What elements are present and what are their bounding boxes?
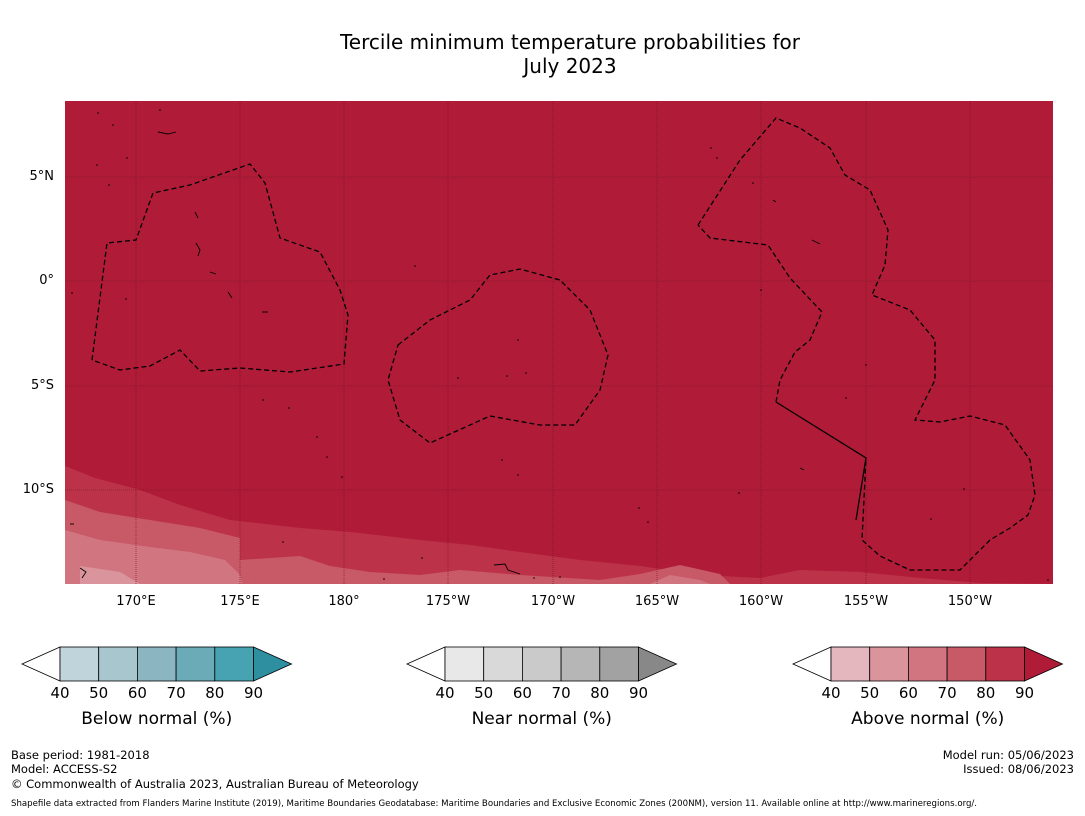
above-normal-colorbar-segment bbox=[985, 646, 1025, 682]
copyright: © Commonwealth of Australia 2023, Austra… bbox=[11, 777, 419, 791]
below-normal-colorbar-segment bbox=[59, 646, 100, 682]
near-normal-colorbar-max-arrow bbox=[638, 646, 678, 682]
above-normal-tick-label: 70 bbox=[937, 684, 957, 702]
eez-solid-boundary bbox=[775, 401, 867, 521]
near-normal-tick-label: 50 bbox=[474, 684, 494, 702]
near-normal-colorbar-segment bbox=[560, 646, 601, 682]
lon-label-175e: 175°E bbox=[220, 594, 260, 609]
near-normal-tick-label: 90 bbox=[628, 684, 649, 702]
eez-boundaries bbox=[91, 117, 1036, 571]
lon-label-150w: 150°W bbox=[947, 594, 993, 609]
lat-label-0: 0° bbox=[39, 273, 54, 288]
below-normal-colorbar-max-arrow bbox=[253, 646, 293, 682]
lon-label-175w: 175°W bbox=[425, 594, 471, 609]
base-period: Base period: 1981-2018 bbox=[11, 748, 150, 762]
above-normal-colorbar-max-arrow bbox=[1024, 646, 1064, 682]
below-normal-colorbar-title: Below normal (%) bbox=[81, 709, 233, 729]
above-normal-colorbar-min-arrow bbox=[792, 646, 832, 682]
title-line-1: Tercile minimum temperature probabilitie… bbox=[339, 30, 801, 54]
atolls bbox=[71, 109, 1049, 581]
near-normal-colorbar-title: Near normal (%) bbox=[471, 709, 612, 729]
below-normal-tick-label: 80 bbox=[205, 684, 225, 702]
map-background bbox=[65, 101, 1053, 584]
above-normal-colorbar-segment bbox=[908, 646, 948, 682]
footer-left: Base period: 1981-2018 Model: ACCESS-S2 … bbox=[11, 748, 419, 791]
lon-label-155w: 155°W bbox=[843, 594, 889, 609]
near-normal-tick-label: 40 bbox=[435, 684, 455, 702]
eez-kiribati-gilberts bbox=[91, 163, 349, 373]
lat-label-5s: 5°S bbox=[30, 378, 54, 393]
footer-right: Model run: 05/06/2023 Issued: 08/06/2023 bbox=[943, 748, 1074, 776]
prob-band-60 bbox=[65, 530, 710, 584]
graticule bbox=[65, 101, 1053, 584]
near-normal-colorbar-segment bbox=[483, 646, 523, 682]
below-normal-colorbar-segment bbox=[136, 646, 177, 682]
probability-map bbox=[65, 101, 1053, 584]
lon-label-160w: 160°W bbox=[738, 594, 784, 609]
below-normal-colorbar-segment bbox=[214, 646, 254, 682]
above-normal-colorbar-segment bbox=[869, 646, 909, 682]
below-normal-tick-label: 60 bbox=[127, 684, 147, 702]
near-normal-tick-label: 60 bbox=[512, 684, 532, 702]
near-normal-tick-label: 70 bbox=[551, 684, 571, 702]
above-normal-colorbar-segment bbox=[830, 646, 871, 682]
map-title: Tercile minimum temperature probabilitie… bbox=[0, 30, 1085, 78]
below-normal-colorbar-min-arrow bbox=[21, 646, 61, 682]
prob-band-80 bbox=[65, 466, 1053, 584]
near-normal-colorbar-min-arrow bbox=[406, 646, 446, 682]
lat-label-5n: 5°N bbox=[29, 169, 55, 184]
lat-label-10s: 10°S bbox=[22, 482, 54, 497]
prob-band-50 bbox=[80, 566, 140, 584]
eez-kiribati-line-west bbox=[697, 224, 823, 403]
model-name: Model: ACCESS-S2 bbox=[11, 762, 118, 776]
below-normal-tick-label: 50 bbox=[89, 684, 109, 702]
near-normal-colorbar-segment bbox=[599, 646, 639, 682]
below-normal-colorbar-segment bbox=[98, 646, 138, 682]
islands bbox=[70, 131, 821, 579]
above-normal-tick-label: 80 bbox=[976, 684, 996, 702]
lon-label-170w: 170°W bbox=[530, 594, 576, 609]
model-run: Model run: 05/06/2023 bbox=[942, 748, 1074, 762]
eez-kiribati-line bbox=[697, 117, 1036, 571]
below-normal-colorbar-segment bbox=[175, 646, 216, 682]
below-normal-tick-label: 40 bbox=[50, 684, 70, 702]
near-normal-colorbar-segment bbox=[444, 646, 485, 682]
lon-label-170e: 170°E bbox=[116, 594, 156, 609]
lon-label-165w: 165°W bbox=[634, 594, 680, 609]
near-normal-colorbar bbox=[406, 646, 678, 682]
eez-tokelau bbox=[387, 268, 609, 444]
below-normal-tick-label: 90 bbox=[243, 684, 264, 702]
above-normal-tick-label: 50 bbox=[860, 684, 880, 702]
above-normal-colorbar-title: Above normal (%) bbox=[851, 709, 1005, 729]
shapefile-credit: Shapefile data extracted from Flanders M… bbox=[11, 799, 978, 809]
near-normal-colorbar-segment bbox=[522, 646, 562, 682]
above-normal-tick-label: 40 bbox=[821, 684, 841, 702]
lon-label-180: 180° bbox=[328, 594, 360, 609]
below-normal-colorbar bbox=[21, 646, 293, 682]
colorbars bbox=[21, 646, 1064, 682]
above-normal-colorbar bbox=[792, 646, 1064, 682]
below-normal-tick-label: 70 bbox=[166, 684, 186, 702]
above-normal-tick-label: 60 bbox=[898, 684, 918, 702]
above-normal-colorbar-segment bbox=[946, 646, 987, 682]
prob-band-70 bbox=[65, 500, 730, 584]
title-line-2: July 2023 bbox=[523, 54, 617, 78]
issued-date: Issued: 08/06/2023 bbox=[963, 762, 1074, 776]
above-normal-tick-label: 90 bbox=[1014, 684, 1035, 702]
near-normal-tick-label: 80 bbox=[590, 684, 610, 702]
